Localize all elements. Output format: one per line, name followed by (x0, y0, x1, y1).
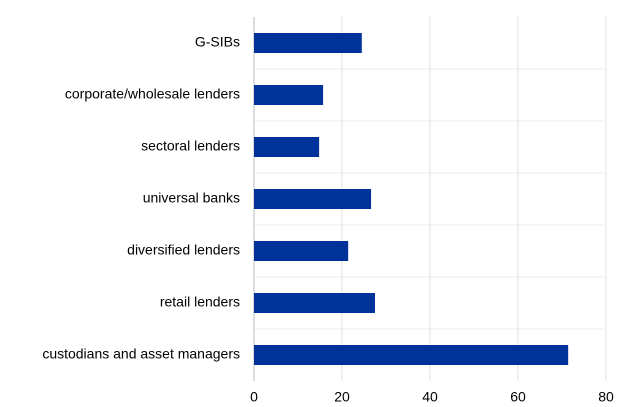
x-tick-label: 60 (510, 389, 526, 405)
x-tick-label: 20 (334, 389, 350, 405)
y-tick-label: corporate/wholesale lenders (65, 86, 240, 102)
bar (254, 293, 375, 313)
bar (254, 137, 320, 157)
bar (254, 189, 372, 209)
y-tick-label: sectoral lenders (141, 138, 240, 154)
x-tick-label: 0 (250, 389, 258, 405)
x-tick-label: 80 (598, 389, 614, 405)
y-tick-label: custodians and asset managers (42, 346, 240, 362)
y-tick-label: G-SIBs (195, 34, 240, 50)
y-tick-label: diversified lenders (127, 242, 240, 258)
y-tick-label: retail lenders (160, 294, 240, 310)
bar (254, 345, 569, 365)
bar (254, 241, 349, 261)
y-tick-label: universal banks (143, 190, 240, 206)
bar (254, 85, 324, 105)
bar (254, 33, 362, 53)
x-tick-label: 40 (422, 389, 438, 405)
